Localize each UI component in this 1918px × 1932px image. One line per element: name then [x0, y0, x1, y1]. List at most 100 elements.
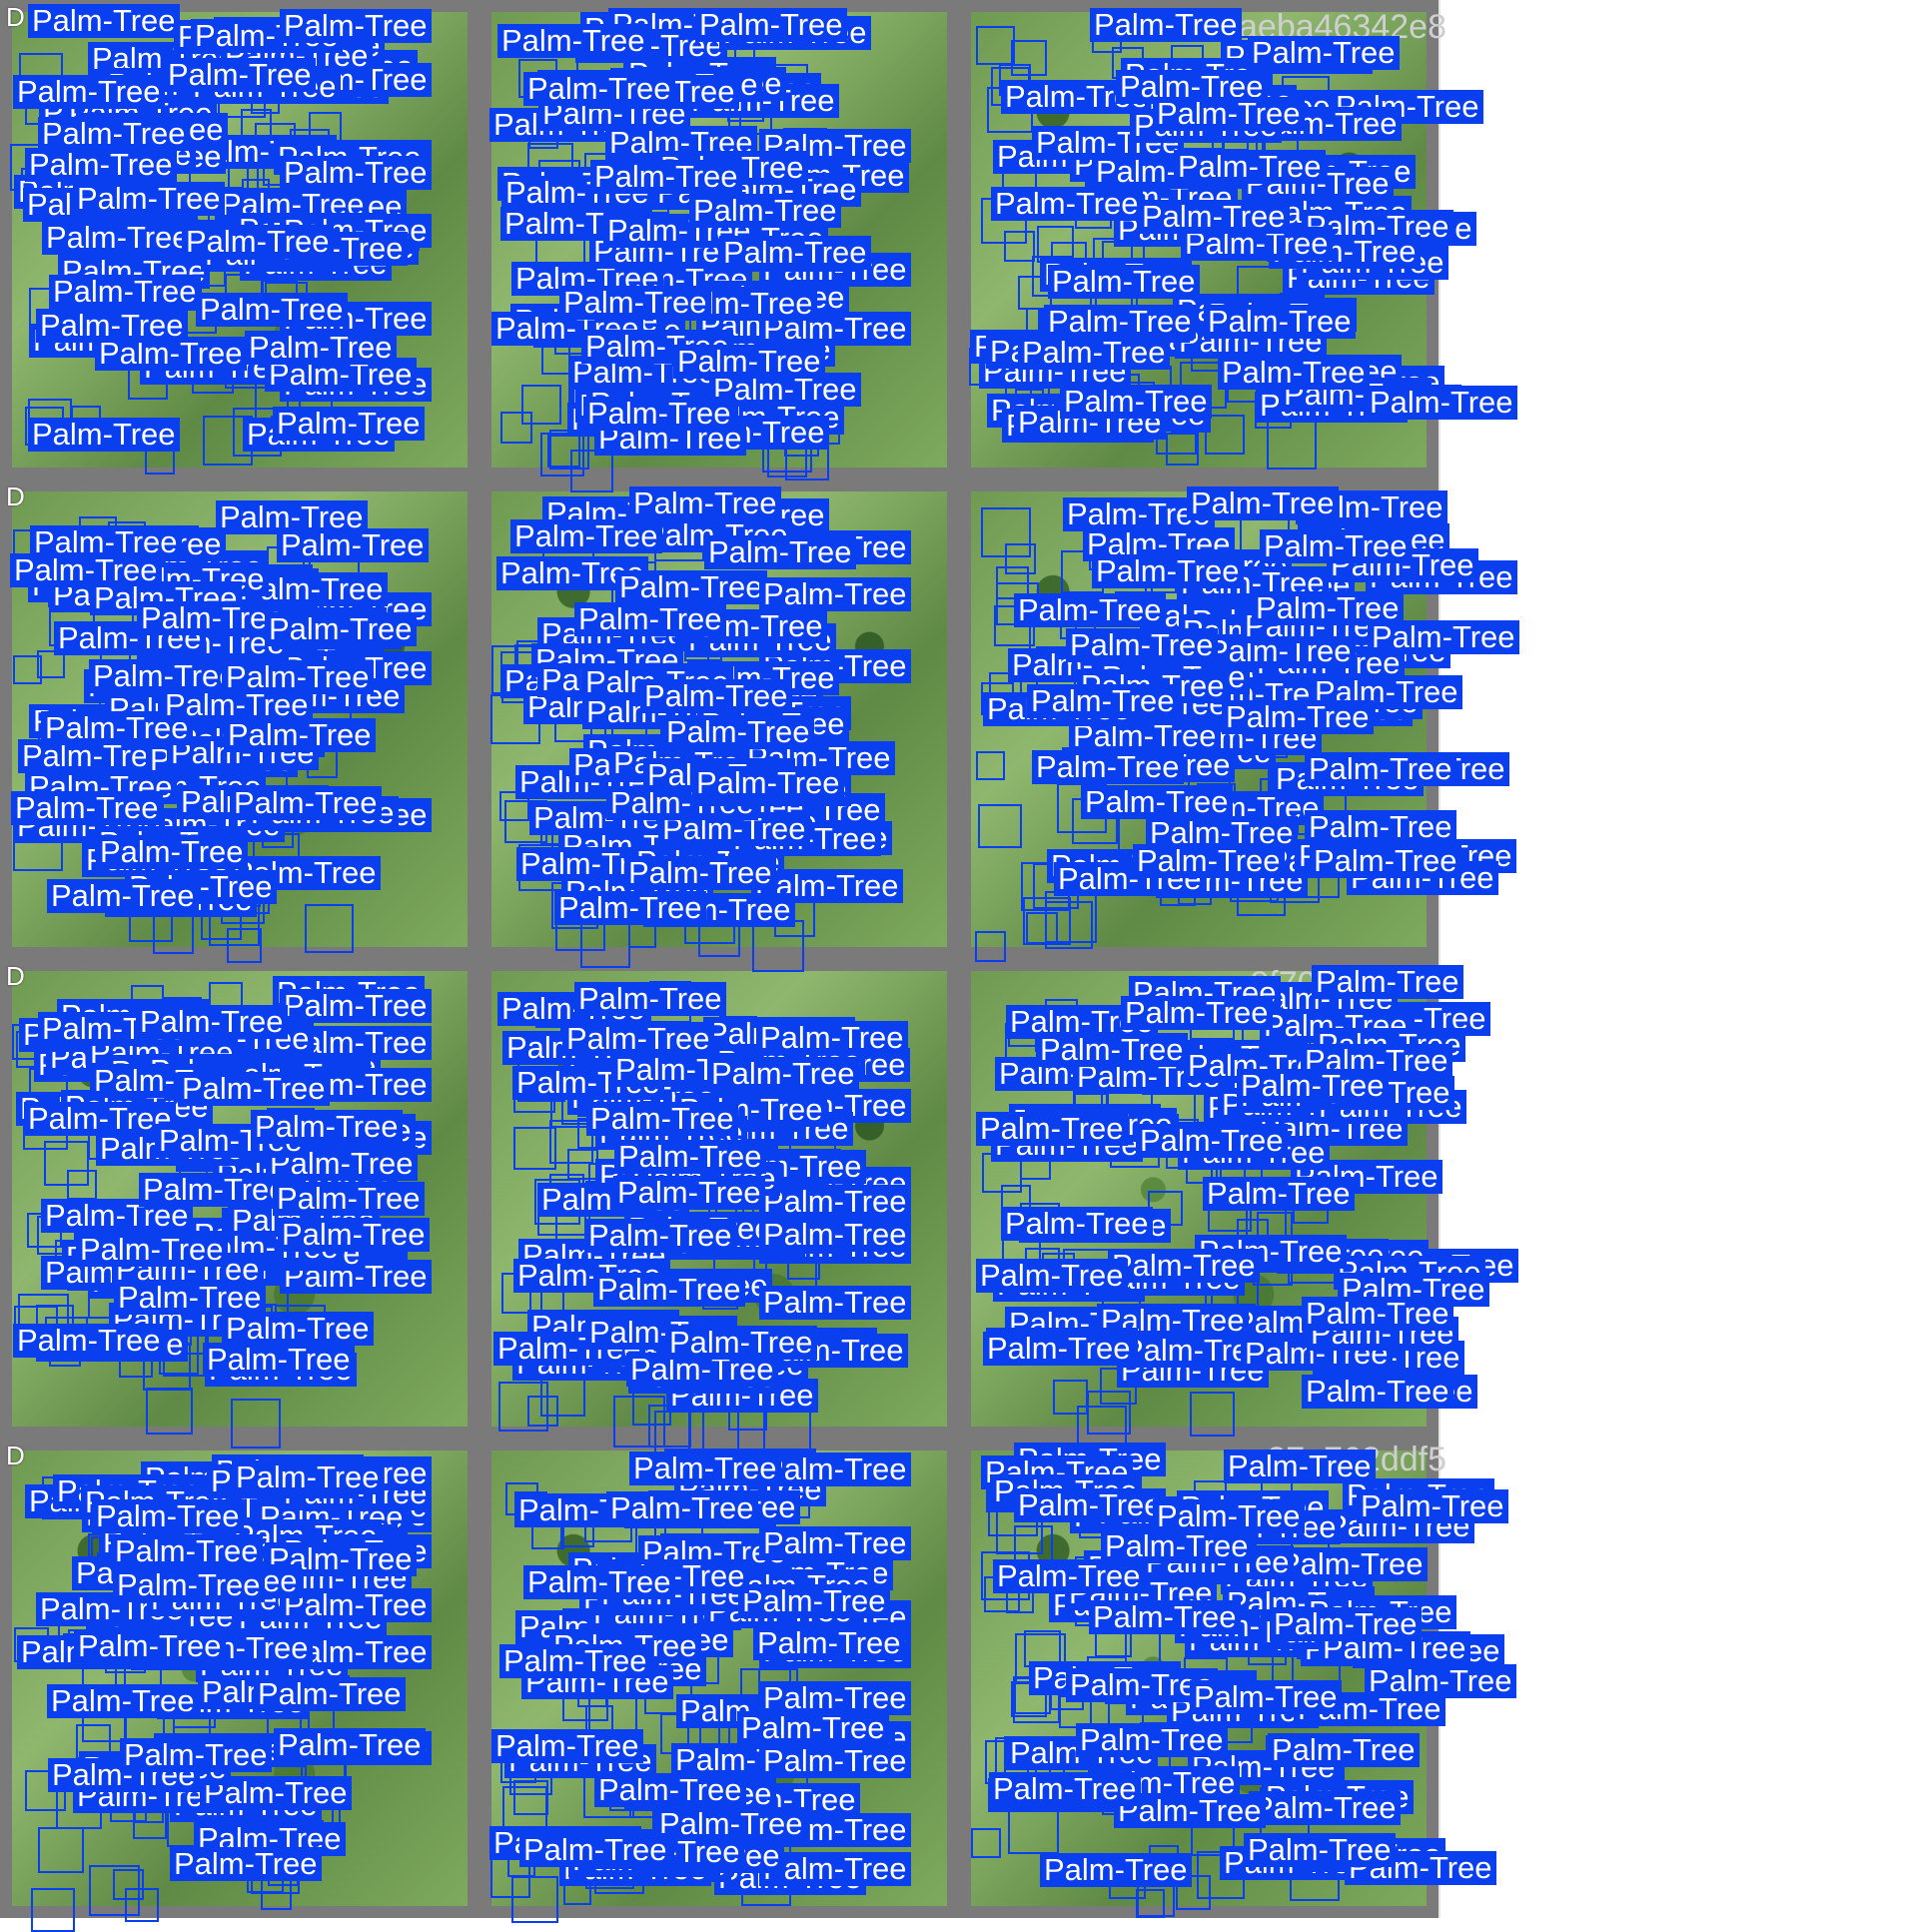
palm-tree-label: Palm-Tree	[989, 1772, 1141, 1806]
palm-tree-label: Palm-Tree	[759, 1185, 911, 1219]
palm-tree-label: Palm-Tree	[1081, 785, 1233, 819]
palm-tree-box	[549, 1120, 593, 1164]
palm-tree-label: Palm-Tree	[114, 1281, 266, 1315]
palm-tree-box	[1267, 420, 1317, 470]
palm-tree-label: Palm-Tree	[1305, 810, 1456, 844]
palm-tree-label: Palm-Tree	[74, 1629, 226, 1663]
palm-tree-label: Palm-Tree	[689, 194, 841, 228]
palm-tree-label: Palm-Tree	[1014, 593, 1166, 627]
palm-tree-label: Palm-Tree	[273, 407, 425, 441]
palm-tree-label: Palm-Tree	[224, 718, 376, 752]
palm-tree-box	[31, 1888, 75, 1932]
palm-tree-label: Palm-Tree	[1365, 1664, 1516, 1698]
palm-tree-label: Palm-Tree	[976, 1259, 1128, 1293]
palm-tree-label: Palm-Tree	[73, 182, 225, 216]
tile-label: D	[6, 1441, 25, 1470]
palm-tree-label: Palm-Tree	[1222, 700, 1374, 734]
palm-tree-label: Palm-Tree	[574, 602, 726, 636]
palm-tree-label: Palm-Tree	[1305, 752, 1456, 786]
palm-tree-label: Palm-Tree	[499, 1644, 651, 1678]
palm-tree-box	[113, 1869, 144, 1900]
palm-tree-label: Palm-Tree	[759, 1681, 911, 1715]
palm-tree-label: Palm-Tree	[1204, 305, 1356, 339]
palm-tree-box	[971, 1828, 1001, 1858]
palm-tree-label: Palm-Tree	[594, 1773, 746, 1807]
palm-tree-label: Palm-Tree	[1066, 628, 1218, 662]
palm-tree-label: Palm-Tree	[251, 1110, 403, 1144]
palm-tree-box	[499, 791, 529, 821]
palm-tree-label: Palm-Tree	[1244, 1833, 1396, 1867]
palm-tree-label: Palm-Tree	[280, 9, 432, 43]
palm-tree-box	[1023, 897, 1071, 945]
palm-tree-label: Palm-Tree	[1218, 356, 1370, 390]
palm-tree-label: Palm-Tree	[1090, 8, 1242, 42]
palm-tree-label: Palm-Tree	[615, 570, 767, 604]
palm-tree-label: Palm-Tree	[1138, 200, 1290, 234]
palm-tree-label: Palm-Tree	[1203, 1177, 1355, 1211]
palm-tree-label: Palm-Tree	[759, 1526, 911, 1560]
palm-tree-label: Palm-Tree	[232, 1460, 384, 1494]
palm-tree-label: Palm-Tree	[695, 8, 847, 42]
palm-tree-box	[978, 804, 1022, 848]
palm-tree-label: Palm-Tree	[753, 1626, 905, 1660]
palm-tree-label: Palm-Tree	[1101, 1529, 1253, 1563]
palm-tree-label: Palm-Tree	[976, 1112, 1128, 1146]
palm-tree-label: Palm-Tree	[137, 601, 289, 635]
palm-tree-label: Palm-Tree	[993, 1559, 1145, 1593]
palm-tree-label: Palm-Tree	[583, 397, 735, 431]
palm-tree-label: Palm-Tree	[1276, 1547, 1428, 1581]
palm-tree-box	[547, 435, 580, 468]
palm-tree-label: Palm-Tree	[759, 1286, 911, 1320]
palm-tree-box	[500, 412, 532, 444]
palm-tree-label: Palm-Tree	[11, 791, 163, 825]
palm-tree-label: Palm-Tree	[991, 187, 1143, 221]
palm-tree-label: Palm-Tree	[586, 1102, 738, 1136]
palm-tree-label: Palm-Tree	[1310, 844, 1461, 878]
palm-tree-label: Palm-Tree	[280, 989, 432, 1023]
palm-tree-label: Palm-Tree	[1312, 965, 1463, 999]
palm-tree-label: Palm-Tree	[30, 525, 182, 559]
palm-tree-label: Palm-Tree	[245, 331, 397, 365]
palm-tree-label: Palm-Tree	[170, 1847, 322, 1881]
palm-tree-box	[527, 1396, 558, 1427]
palm-tree-label: Palm-Tree	[1001, 1207, 1153, 1241]
palm-tree-label: Palm-Tree	[92, 1499, 244, 1533]
palm-tree-box	[261, 1879, 292, 1910]
palm-tree-label: Palm-Tree	[164, 58, 316, 92]
palm-tree-label: Palm-Tree	[120, 1738, 272, 1772]
palm-tree-label: Palm-Tree	[1270, 1607, 1422, 1641]
palm-tree-label: Palm-Tree	[1027, 684, 1179, 718]
palm-tree-label: Palm-Tree	[1092, 554, 1244, 588]
palm-tree-label: Palm-Tree	[1089, 1600, 1241, 1634]
palm-tree-label: Palm-Tree	[1153, 1499, 1305, 1533]
palm-tree-label: Palm-Tree	[54, 621, 206, 655]
palm-tree-label: Palm-Tree	[714, 1150, 866, 1184]
palm-tree-label: Palm-Tree	[1133, 844, 1285, 878]
palm-tree-label: Palm-Tree	[1187, 486, 1339, 520]
palm-tree-box	[37, 650, 65, 678]
palm-tree-box	[13, 655, 42, 684]
palm-tree-label: Palm-Tree	[584, 1219, 736, 1253]
palm-tree-label: Palm-Tree	[1136, 1124, 1288, 1158]
palm-tree-label: Palm-Tree	[629, 1451, 781, 1485]
palm-tree-label: Palm-Tree	[759, 1744, 911, 1778]
palm-tree-box	[153, 913, 194, 954]
palm-tree-box	[89, 1865, 140, 1916]
palm-tree-label: Palm-Tree	[554, 891, 706, 925]
tile-label: D	[6, 482, 25, 511]
palm-tree-label: Palm-Tree	[139, 1173, 291, 1207]
palm-tree-label: Palm-Tree	[1040, 1853, 1192, 1887]
palm-tree-label: Palm-Tree	[280, 1588, 432, 1622]
palm-tree-box	[1205, 415, 1245, 455]
palm-tree-label: Palm-Tree	[1076, 1723, 1228, 1757]
palm-tree-label: Palm-Tree	[1014, 1488, 1166, 1522]
palm-tree-label: Palm-Tree	[1252, 591, 1404, 625]
palm-tree-label: Palm-Tree	[665, 1326, 817, 1360]
palm-tree-label: Palm-Tree	[1302, 1297, 1453, 1331]
palm-tree-label: Palm-Tree	[1153, 97, 1305, 131]
palm-tree-label: Palm-Tree	[1048, 265, 1200, 299]
palm-tree-label: Palm-Tree	[1260, 529, 1412, 563]
palm-tree-label: Palm-Tree	[500, 207, 652, 241]
palm-tree-label: Palm-Tree	[38, 117, 190, 151]
